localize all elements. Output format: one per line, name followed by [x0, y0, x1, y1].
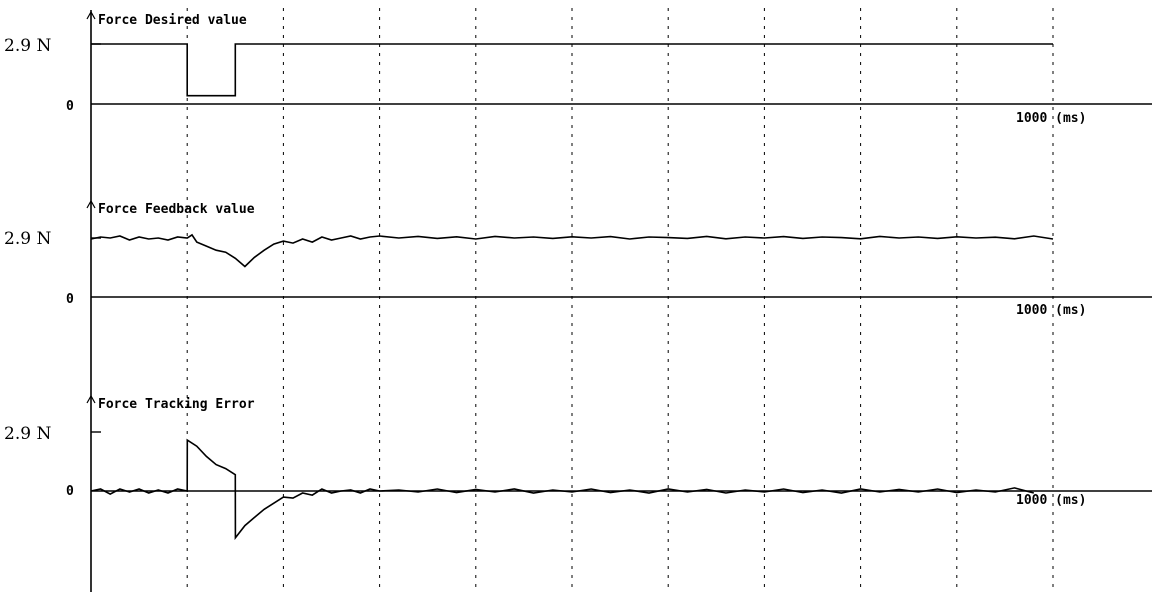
trace-desired — [91, 43, 1053, 97]
panel-title-error: Force Tracking Error — [98, 397, 255, 412]
panel-feedback: Force Feedback value 2.9 N 0 1000 (ms) — [4, 202, 1086, 318]
time-gridlines — [186, 8, 1054, 592]
panel-error: Force Tracking Error 2.9 N 0 1000 (ms) — [4, 397, 1086, 541]
trace-error — [90, 438, 1035, 541]
x-end-label-desired: 1000 (ms) — [1016, 111, 1086, 126]
panel-title-desired: Force Desired value — [98, 13, 247, 28]
trace-feedback — [90, 233, 1054, 268]
y-zero-label-desired: 0 — [66, 99, 74, 114]
x-end-label-error: 1000 (ms) — [1016, 493, 1086, 508]
y-zero-label-feedback: 0 — [66, 292, 74, 307]
y-arrow-3 — [86, 394, 96, 404]
y-top-label-error: 2.9 N — [4, 424, 51, 444]
y-zero-label-error: 0 — [66, 484, 74, 499]
panel-desired: Force Desired value 2.9 N 0 1000 (ms) — [4, 13, 1086, 126]
panel-title-feedback: Force Feedback value — [98, 202, 255, 217]
y-arrow-1 — [86, 10, 96, 20]
y-arrow-2 — [86, 199, 96, 209]
y-top-label-desired: 2.9 N — [4, 36, 51, 56]
axes — [86, 10, 1152, 592]
y-top-label-feedback: 2.9 N — [4, 229, 51, 249]
x-end-label-feedback: 1000 (ms) — [1016, 303, 1086, 318]
